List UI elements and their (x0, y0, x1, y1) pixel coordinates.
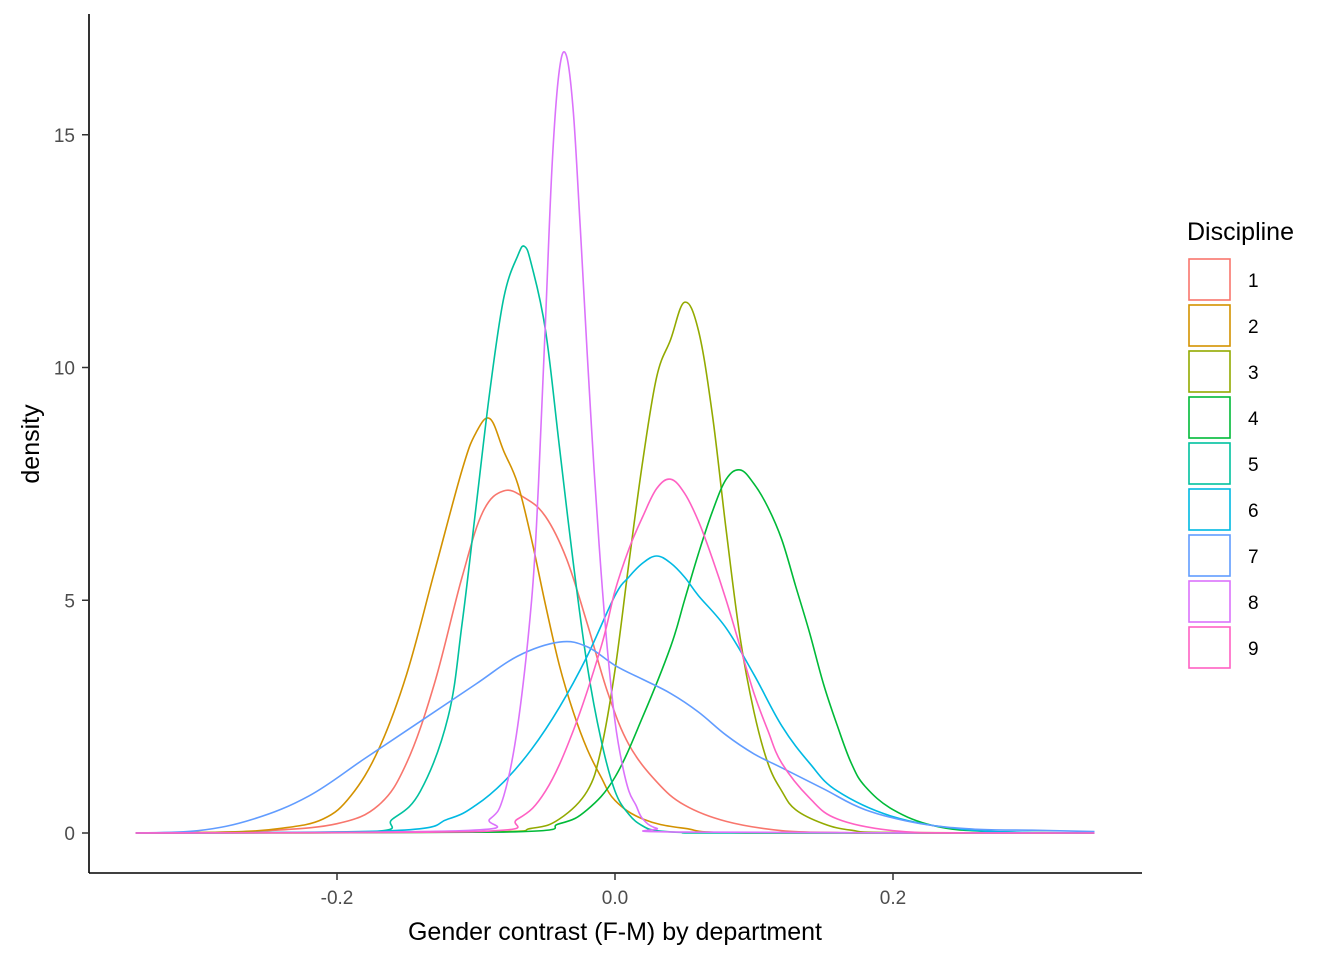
legend-label-6: 6 (1248, 501, 1259, 522)
legend-item-7: 7 (1188, 534, 1259, 577)
legend-label-2: 2 (1248, 317, 1259, 338)
density-curve-3 (135, 301, 1095, 834)
legend-key-8 (1188, 580, 1231, 623)
x-tick-label: 0.2 (880, 888, 906, 909)
density-curve-4 (135, 468, 1095, 834)
legend-item-2: 2 (1188, 304, 1259, 347)
legend-label-1: 1 (1248, 271, 1259, 292)
y-tick-label: 0 (64, 824, 75, 845)
plot-area: -0.2 0.0 0.2 0 5 10 15 (54, 14, 1142, 909)
legend-item-9: 9 (1188, 626, 1259, 669)
y-tick-label: 5 (64, 591, 75, 612)
legend-item-3: 3 (1188, 350, 1259, 393)
density-curve-2 (135, 417, 1095, 834)
legend-key-7 (1188, 534, 1231, 577)
legend-label-4: 4 (1248, 409, 1259, 430)
legend-key-5 (1188, 442, 1231, 485)
legend-key-1 (1188, 258, 1231, 301)
density-curve-1 (135, 489, 1095, 834)
legend-key-9 (1188, 626, 1231, 669)
legend-item-4: 4 (1188, 396, 1259, 439)
y-tick-label: 15 (54, 126, 75, 147)
legend-label-5: 5 (1248, 455, 1259, 476)
y-axis-title: density (17, 404, 45, 484)
legend-item-8: 8 (1188, 580, 1259, 623)
y-axis-ticks: 0 5 10 15 (54, 126, 89, 845)
legend-item-1: 1 (1188, 258, 1259, 301)
legend-key-2 (1188, 304, 1231, 347)
density-curve-5 (135, 245, 1095, 834)
legend-label-3: 3 (1248, 363, 1259, 384)
legend-label-9: 9 (1248, 639, 1259, 660)
x-tick-label: 0.0 (602, 888, 628, 909)
density-curves (135, 51, 1095, 834)
legend-items: 1 2 3 4 5 6 7 8 9 (1188, 258, 1259, 669)
x-tick-label: -0.2 (321, 888, 354, 909)
density-curve-7 (135, 640, 1095, 834)
legend-key-4 (1188, 396, 1231, 439)
x-axis-title: Gender contrast (F-M) by department (408, 918, 822, 946)
legend-label-8: 8 (1248, 593, 1259, 614)
density-curve-9 (135, 478, 1095, 834)
x-axis-ticks: -0.2 0.0 0.2 (321, 873, 906, 909)
y-tick-label: 10 (54, 359, 75, 380)
legend-label-7: 7 (1248, 547, 1259, 568)
legend: Discipline 1 2 3 4 5 6 7 8 9 (1187, 218, 1294, 669)
legend-key-6 (1188, 488, 1231, 531)
legend-title: Discipline (1187, 218, 1294, 246)
legend-item-5: 5 (1188, 442, 1259, 485)
density-curve-6 (135, 555, 1095, 834)
legend-key-3 (1188, 350, 1231, 393)
density-curve-8 (135, 51, 1095, 834)
legend-item-6: 6 (1188, 488, 1259, 531)
